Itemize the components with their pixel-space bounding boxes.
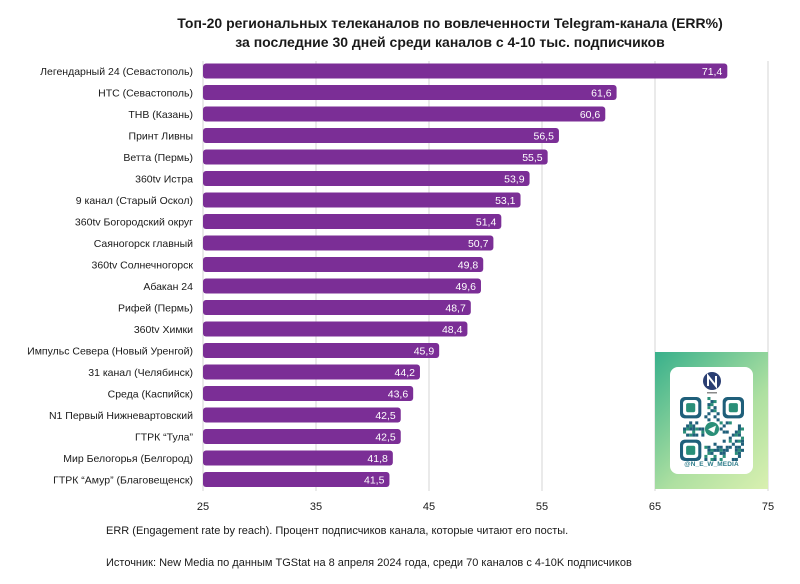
- bar: [203, 85, 617, 100]
- value-label: 60,6: [580, 109, 601, 121]
- qr-card[interactable]: @N_E_W_MEDIA: [655, 352, 768, 489]
- category-label: Импульс Севера (Новый Уренгой): [27, 346, 193, 358]
- x-axis-ticks: 25 35 45 55 65 75: [197, 501, 774, 513]
- category-label: 360tv Химки: [134, 324, 193, 336]
- category-label: Ветта (Пермь): [123, 152, 193, 164]
- bar: [203, 171, 530, 186]
- category-label: Мир Белогорья (Белгород): [63, 453, 193, 465]
- category-label: Абакан 24: [143, 281, 193, 293]
- value-label: 48,4: [442, 324, 463, 336]
- category-label: ГТРК “Амур” (Благовещенск): [53, 475, 193, 487]
- bar: [203, 321, 468, 337]
- value-label: 50,7: [468, 238, 489, 250]
- category-label: 360tv Истра: [135, 174, 193, 186]
- bar: [203, 429, 401, 444]
- category-label: ТНВ (Казань): [128, 109, 193, 121]
- category-label: ГТРК “Тула”: [135, 432, 193, 444]
- category-label: Среда (Каспийск): [108, 389, 193, 401]
- value-label: 41,8: [367, 453, 388, 465]
- value-labels: 71,4 61,6 60,6 56,5 55,5 53,9 53,1 51,4 50,7 49,8…: [364, 66, 722, 487]
- x-tick-label: 35: [310, 501, 322, 513]
- category-label: Легендарный 24 (Севастополь): [40, 66, 193, 78]
- value-label: 53,9: [504, 174, 525, 186]
- bar: [203, 450, 393, 466]
- bar: [203, 149, 548, 165]
- x-tick-label: 75: [762, 501, 774, 513]
- value-label: 51,4: [476, 217, 497, 229]
- category-label: 31 канал (Челябинск): [88, 367, 193, 379]
- bar: [203, 343, 440, 358]
- value-label: 42,5: [375, 410, 396, 422]
- value-label: 44,2: [395, 367, 416, 379]
- bar: [203, 214, 502, 229]
- x-tick-label: 25: [197, 501, 209, 513]
- category-label: 360tv Солнечногорск: [92, 260, 194, 272]
- bar: [203, 364, 420, 380]
- category-label: Саяногорск главный: [94, 238, 193, 250]
- value-label: 43,6: [388, 389, 409, 401]
- source-note: Источник: New Media по данным TGStat на …: [106, 557, 632, 569]
- chart-title-line-2: за последние 30 дней среди каналов с 4-1…: [235, 34, 665, 50]
- err-footnote: ERR (Engagement rate by reach). Процент …: [106, 525, 569, 537]
- value-label: 61,6: [591, 88, 612, 100]
- new-media-logo-icon: [703, 372, 721, 394]
- qr-code-icon: [680, 397, 744, 461]
- value-label: 53,1: [495, 195, 516, 207]
- value-label: 49,8: [458, 260, 479, 272]
- value-label: 49,6: [456, 281, 477, 293]
- category-label: N1 Первый Нижневартовский: [49, 410, 193, 422]
- value-label: 71,4: [702, 66, 723, 78]
- value-label: 55,5: [522, 152, 543, 164]
- bar: [203, 257, 484, 272]
- bar: [203, 192, 521, 208]
- bar: [203, 63, 728, 79]
- bar: [203, 407, 401, 423]
- bar: [203, 278, 481, 294]
- bar: [203, 128, 559, 143]
- x-tick-label: 55: [536, 501, 548, 513]
- x-tick-label: 65: [649, 501, 661, 513]
- value-label: 48,7: [445, 303, 466, 315]
- chart-title-line-1: Топ-20 региональных телеканалов по вовле…: [177, 15, 723, 31]
- bar: [203, 106, 606, 122]
- bar: [203, 235, 494, 251]
- value-label: 41,5: [364, 475, 385, 487]
- category-label: 360tv Богородский округ: [75, 217, 193, 229]
- x-tick-label: 45: [423, 501, 435, 513]
- category-label: Рифей (Пермь): [118, 303, 193, 315]
- chart-title: Топ-20 региональных телеканалов по вовле…: [150, 14, 750, 52]
- bars: [203, 63, 728, 487]
- value-label: 56,5: [534, 131, 555, 143]
- value-label: 42,5: [375, 432, 396, 444]
- qr-card-inner: @N_E_W_MEDIA: [670, 367, 753, 474]
- bar: [203, 300, 471, 315]
- qr-handle: @N_E_W_MEDIA: [684, 461, 739, 468]
- category-labels: Легендарный 24 (Севастополь) НТС (Севасто…: [27, 66, 193, 487]
- bar: [203, 472, 390, 487]
- bar-chart: Легендарный 24 (Севастополь) НТС (Севасто…: [27, 61, 774, 513]
- category-label: 9 канал (Старый Оскол): [76, 195, 193, 207]
- category-label: НТС (Севастополь): [98, 88, 193, 100]
- bar: [203, 386, 414, 401]
- category-label: Принт Ливны: [129, 131, 193, 143]
- value-label: 45,9: [414, 346, 435, 358]
